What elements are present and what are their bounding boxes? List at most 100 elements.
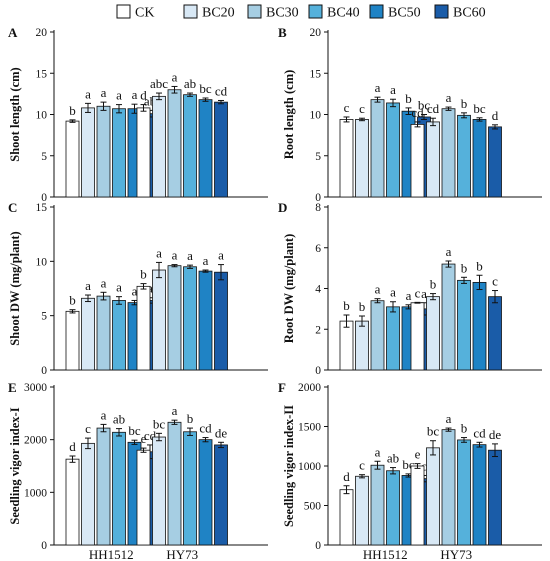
y-axis-title: Shoot length (cm) bbox=[8, 67, 22, 161]
bar-bc40-hy73 bbox=[183, 266, 197, 371]
significance-letter: a bbox=[116, 280, 122, 295]
significance-letter: d bbox=[69, 439, 76, 454]
y-tick-label: 10 bbox=[310, 110, 322, 122]
significance-letter: b bbox=[69, 293, 76, 308]
bar-ck-hy73 bbox=[410, 465, 425, 546]
x-tick-label: HH1512 bbox=[363, 547, 408, 561]
significance-letter: b bbox=[187, 411, 194, 426]
significance-letter: bc bbox=[473, 101, 486, 116]
y-tick-label: 0 bbox=[41, 540, 47, 552]
bar-bc20-hy73 bbox=[426, 447, 440, 546]
bar-bc30-hh1512 bbox=[370, 300, 385, 371]
significance-letter: de bbox=[215, 425, 228, 440]
bar-ck-hh1512 bbox=[339, 320, 354, 371]
y-tick-label: 0 bbox=[41, 192, 47, 204]
bar-bc20-hh1512 bbox=[81, 107, 95, 198]
bar-bc60-hy73 bbox=[488, 296, 502, 371]
significance-letter: a bbox=[172, 403, 178, 418]
significance-letter: ab bbox=[387, 451, 399, 466]
significance-letter: cd bbox=[199, 421, 212, 436]
bar-bc40-hy73 bbox=[183, 94, 197, 198]
significance-letter: d bbox=[492, 108, 499, 123]
bar-bc50-hy73 bbox=[198, 439, 213, 546]
bar-bc40-hh1512 bbox=[386, 470, 400, 546]
legend-swatch-bc20 bbox=[183, 4, 198, 19]
bar-bc30-hy73 bbox=[167, 89, 182, 198]
bar-ck-hh1512 bbox=[65, 310, 80, 371]
x-tick-label: HY73 bbox=[166, 547, 198, 561]
significance-letter: b bbox=[461, 260, 468, 275]
significance-letter: a bbox=[375, 282, 381, 297]
legend-label-bc60: BC60 bbox=[453, 6, 486, 21]
legend-swatch-bc60 bbox=[434, 4, 449, 19]
bar-bc30-hy73 bbox=[441, 429, 456, 546]
panel-label: A bbox=[8, 25, 18, 40]
y-axis-title: Root length (cm) bbox=[282, 70, 296, 160]
significance-letter: d bbox=[343, 469, 350, 484]
y-tick-label: 2000 bbox=[24, 435, 47, 447]
significance-letter: a bbox=[406, 288, 412, 303]
y-tick-label: 15 bbox=[36, 68, 48, 80]
significance-letter: b bbox=[405, 91, 412, 106]
significance-letter: b bbox=[343, 298, 350, 313]
bar-ck-hy73 bbox=[410, 302, 425, 371]
significance-letter: b bbox=[461, 421, 468, 436]
y-tick-label: 20 bbox=[36, 27, 48, 39]
bar-ck-hh1512 bbox=[339, 489, 354, 546]
bar-ck-hh1512 bbox=[65, 458, 80, 546]
significance-letter: a bbox=[85, 86, 91, 101]
significance-letter: a bbox=[390, 82, 396, 97]
y-tick-label: 2000 bbox=[298, 382, 321, 394]
significance-letter: de bbox=[489, 427, 502, 442]
bar-bc20-hy73 bbox=[426, 296, 440, 371]
bar-bc40-hy73 bbox=[457, 279, 471, 371]
bar-bc40-hh1512 bbox=[112, 431, 126, 546]
bar-bc60-hy73 bbox=[214, 271, 228, 371]
y-tick-label: 1500 bbox=[298, 422, 321, 434]
y-tick-label: 5 bbox=[41, 151, 47, 163]
y-tick-label: 0 bbox=[41, 365, 47, 377]
panel-label: C bbox=[8, 200, 17, 215]
y-tick-label: 0 bbox=[315, 365, 321, 377]
bar-bc60-hy73 bbox=[488, 126, 502, 198]
bar-ck-hh1512 bbox=[339, 119, 354, 198]
y-tick-label: 0 bbox=[315, 540, 321, 552]
significance-letter: bc bbox=[418, 98, 431, 113]
legend-swatch-bc50 bbox=[369, 4, 384, 19]
significance-letter: cd bbox=[473, 425, 486, 440]
bar-bc20-hh1512 bbox=[81, 297, 95, 371]
significance-letter: b bbox=[359, 299, 366, 314]
panel-label: D bbox=[278, 200, 287, 215]
significance-letter: a bbox=[421, 286, 427, 301]
y-tick-label: 500 bbox=[304, 501, 322, 513]
bar-bc20-hh1512 bbox=[355, 320, 369, 371]
bar-bc50-hy73 bbox=[472, 444, 487, 546]
significance-letter: a bbox=[132, 87, 138, 102]
significance-letter: a bbox=[218, 248, 224, 263]
significance-letter: a bbox=[203, 253, 209, 268]
bar-bc30-hh1512 bbox=[96, 295, 111, 371]
significance-letter: c bbox=[359, 458, 365, 473]
significance-letter: c bbox=[415, 285, 421, 300]
y-tick-label: 6 bbox=[315, 243, 321, 255]
legend-label-bc40: BC40 bbox=[327, 6, 360, 21]
y-tick-label: 3000 bbox=[24, 382, 47, 394]
bar-ck-hy73 bbox=[136, 107, 151, 198]
significance-letter: b bbox=[69, 103, 76, 118]
y-tick-label: 0 bbox=[315, 192, 321, 204]
bar-bc40-hh1512 bbox=[386, 306, 400, 371]
significance-letter: a bbox=[101, 275, 107, 290]
bar-bc30-hh1512 bbox=[370, 99, 385, 198]
significance-letter: a bbox=[187, 248, 193, 263]
significance-letter: cd bbox=[427, 101, 440, 116]
bar-bc50-hy73 bbox=[198, 99, 213, 198]
y-tick-label: 8 bbox=[315, 202, 321, 214]
significance-letter: a bbox=[390, 285, 396, 300]
bar-ck-hh1512 bbox=[65, 120, 80, 198]
y-tick-label: 1000 bbox=[298, 461, 321, 473]
